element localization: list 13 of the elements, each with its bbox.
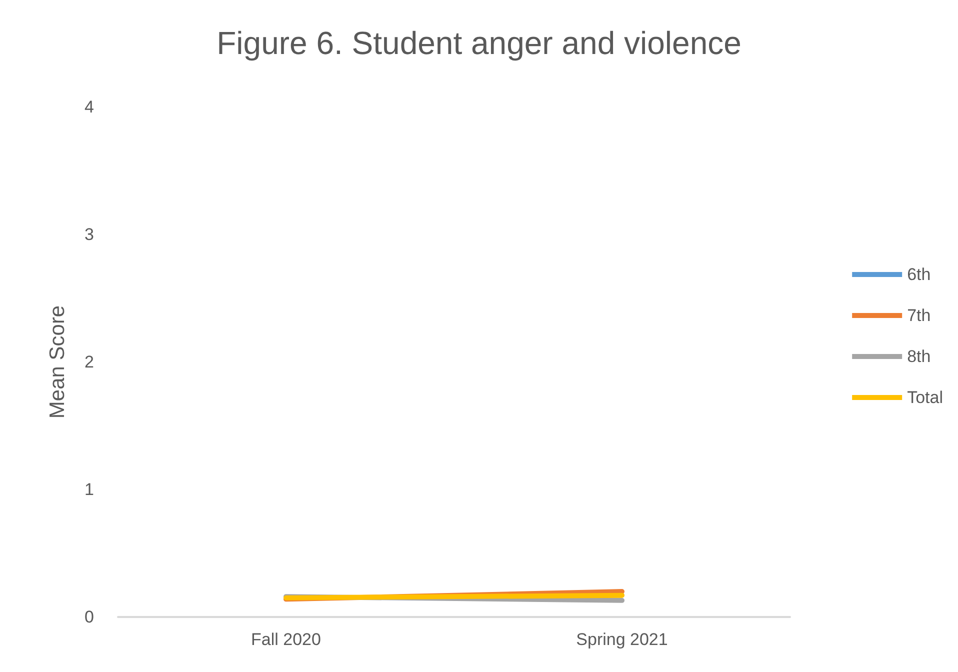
legend-label: 6th bbox=[907, 265, 931, 284]
y-tick-label: 0 bbox=[84, 608, 94, 626]
x-tick-label: Fall 2020 bbox=[251, 630, 321, 649]
y-tick-label: 2 bbox=[84, 352, 94, 372]
y-tick-label: 1 bbox=[84, 480, 94, 499]
legend-label: Total bbox=[907, 388, 944, 407]
x-tick-label: Spring 2021 bbox=[576, 630, 668, 649]
y-axis-title: Mean Score bbox=[46, 305, 69, 419]
legend-label: 7th bbox=[907, 306, 931, 325]
y-tick-label: 4 bbox=[84, 98, 94, 116]
y-tick-label: 3 bbox=[84, 225, 94, 244]
legend-label: 8th bbox=[907, 347, 931, 366]
chart-title: Figure 6. Student anger and violence bbox=[216, 25, 742, 61]
